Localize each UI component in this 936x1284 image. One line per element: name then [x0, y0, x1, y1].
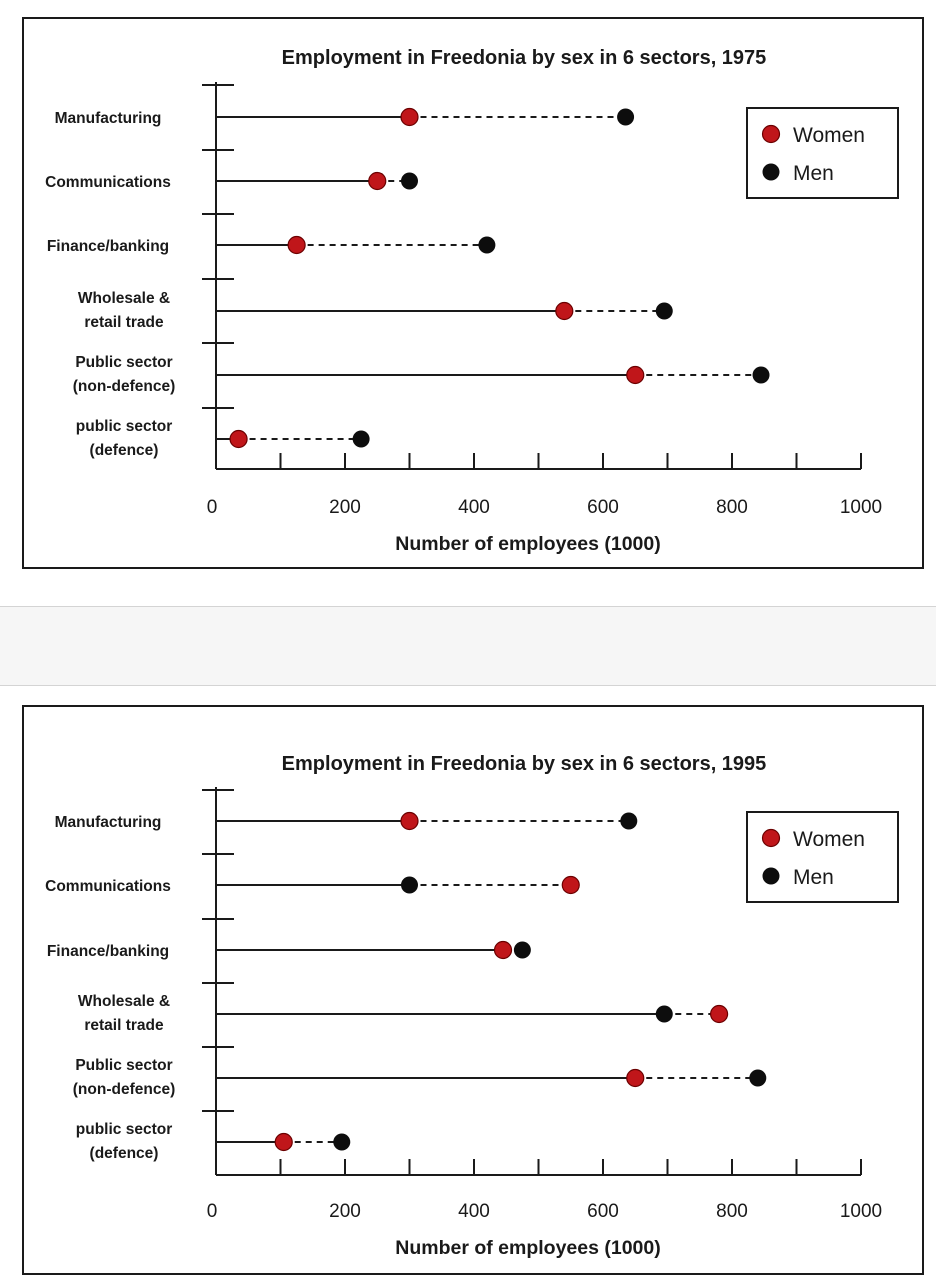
women-point [274, 1132, 293, 1152]
men-point [513, 941, 531, 959]
women-point [555, 301, 574, 321]
chart-1975: Employment in Freedonia by sex in 6 sect… [22, 17, 924, 569]
legend-women-label: Women [793, 828, 865, 851]
women-point [400, 811, 419, 831]
legend-women-label: Women [793, 124, 865, 147]
category-label-line: Public sector [75, 1057, 172, 1074]
category-label: Finance/banking [47, 943, 169, 960]
x-axis-label: Number of employees (1000) [395, 1237, 661, 1259]
men-point [478, 236, 496, 254]
men-point [401, 876, 418, 894]
women-point [229, 429, 248, 449]
x-tick-label: 400 [458, 1201, 490, 1222]
x-tick-label: 200 [329, 1201, 361, 1222]
legend-men-marker [762, 163, 780, 181]
women-point [626, 1068, 645, 1088]
category-label: Manufacturing [55, 814, 162, 831]
x-tick-label: 600 [587, 1201, 619, 1222]
chart-title: Employment in Freedonia by sex in 6 sect… [282, 47, 767, 69]
x-tick-label: 600 [587, 497, 619, 518]
category-label-line: (defence) [90, 442, 159, 459]
category-label-line: Public sector [75, 354, 172, 371]
men-point [401, 172, 418, 190]
women-point [493, 940, 513, 960]
women-point [561, 875, 580, 895]
category-label-line: public sector [76, 1121, 172, 1138]
category-label-line: (non-defence) [73, 378, 175, 395]
legend-men-label: Men [793, 866, 834, 889]
chart-panel-1995: Employment in Freedonia by sex in 6 sect… [0, 684, 936, 1284]
men-point [655, 1005, 673, 1023]
x-tick-label: 0 [207, 1201, 218, 1222]
legend-women-marker [761, 124, 781, 144]
chart-frame [22, 705, 924, 1275]
category-label: Communications [45, 174, 171, 191]
category-label-line: (non-defence) [73, 1081, 175, 1098]
men-point [333, 1133, 351, 1151]
legend-men-label: Men [793, 162, 834, 185]
legend-box [746, 811, 899, 903]
category-label: public sector (defence) [76, 1121, 172, 1162]
category-label: Public sector (non-defence) [73, 1057, 175, 1098]
x-tick-label: 800 [716, 1201, 748, 1222]
women-point [287, 235, 306, 255]
x-tick-label: 0 [207, 497, 218, 518]
women-point [709, 1004, 729, 1024]
women-point [368, 171, 387, 191]
men-point [655, 302, 673, 320]
men-point [617, 108, 635, 126]
category-label: Public sector (non-defence) [73, 354, 175, 395]
legend-men-marker [762, 867, 780, 885]
category-label: Wholesale & retail trade [78, 993, 170, 1034]
men-point [749, 1069, 767, 1087]
category-label-line: (defence) [90, 1145, 159, 1162]
category-label: Manufacturing [55, 110, 162, 127]
category-label-line: Wholesale & [78, 290, 170, 307]
category-label-line: retail trade [84, 1017, 164, 1034]
x-tick-label: 800 [716, 497, 748, 518]
men-point [352, 430, 370, 448]
chart-title: Employment in Freedonia by sex in 6 sect… [282, 753, 767, 775]
men-point [620, 812, 638, 830]
chart-1995: Employment in Freedonia by sex in 6 sect… [22, 705, 924, 1275]
category-label-line: Wholesale & [78, 993, 170, 1010]
category-label: public sector (defence) [76, 418, 172, 459]
x-axis-label: Number of employees (1000) [395, 533, 661, 555]
legend-box [746, 107, 899, 199]
men-point [752, 366, 770, 384]
women-point [626, 365, 645, 385]
category-label: Wholesale & retail trade [78, 290, 170, 331]
x-tick-label: 200 [329, 497, 361, 518]
x-tick-label: 1000 [840, 497, 882, 518]
x-tick-label: 400 [458, 497, 490, 518]
category-label: Communications [45, 878, 171, 895]
panel-separator [0, 606, 936, 686]
category-label-line: retail trade [84, 314, 164, 331]
women-point [400, 107, 419, 127]
chart-panel-1975: Employment in Freedonia by sex in 6 sect… [0, 0, 936, 606]
legend-women-marker [761, 828, 781, 848]
category-label: Finance/banking [47, 238, 169, 255]
x-tick-label: 1000 [840, 1201, 882, 1222]
category-label-line: public sector [76, 418, 172, 435]
